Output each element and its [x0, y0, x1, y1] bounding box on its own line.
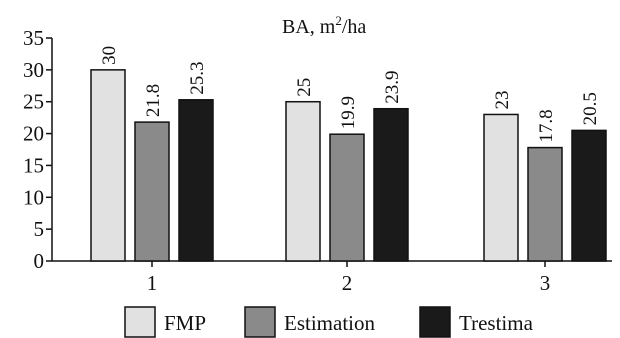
x-category-label: 1	[147, 271, 158, 295]
y-tick-label: 15	[23, 153, 44, 177]
bar-trestima-2	[373, 107, 409, 262]
bar-estimation-1	[134, 121, 170, 262]
legend-swatch-estimation	[244, 306, 276, 338]
legend-swatch-trestima	[419, 306, 451, 338]
legend-label-trestima: Trestima	[459, 311, 534, 335]
data-label: 23	[492, 90, 513, 109]
y-tick-label: 35	[23, 26, 44, 50]
bar-fmp-3	[483, 113, 519, 262]
bars-group	[90, 69, 607, 262]
y-tick-label: 0	[34, 249, 45, 273]
chart-title-tail: /ha	[342, 16, 367, 38]
y-tick-label: 5	[34, 217, 45, 241]
data-label: 17.8	[536, 109, 557, 142]
bar-trestima-1	[178, 99, 214, 262]
bar-fmp-2	[285, 100, 321, 262]
y-axis: 0 5 10 15 20 25 30 35	[23, 26, 53, 273]
data-label: 21.8	[143, 84, 164, 117]
bar-fmp-1	[90, 69, 126, 262]
chart-title: BA, m2/ha	[282, 13, 366, 38]
data-label: 25	[294, 78, 315, 97]
bar-estimation-2	[329, 133, 365, 262]
legend-label-estimation: Estimation	[284, 311, 375, 335]
legend-label-fmp: FMP	[164, 311, 206, 335]
legend-swatch-fmp	[124, 306, 156, 338]
x-category-label: 2	[342, 271, 353, 295]
data-label: 30	[99, 46, 120, 65]
chart-title-main: BA, m	[282, 16, 336, 38]
chart-title-superscript: 2	[335, 13, 342, 28]
data-label: 19.9	[338, 96, 359, 129]
y-tick-label: 10	[23, 185, 44, 209]
y-tick-label: 30	[23, 58, 44, 82]
data-labels-group: 30 21.8 25.3 25 19.9 23.9 23 17.8 20.5	[99, 46, 601, 143]
x-axis: 1 2 3	[52, 260, 612, 295]
x-category-label: 3	[540, 271, 551, 295]
data-label: 25.3	[187, 62, 208, 95]
data-label: 23.9	[382, 70, 403, 103]
bar-trestima-3	[571, 129, 607, 262]
data-label: 20.5	[580, 92, 601, 125]
legend: FMP Estimation Trestima	[124, 306, 534, 338]
y-tick-label: 20	[23, 122, 44, 146]
y-tick-label: 25	[23, 90, 44, 114]
bar-estimation-3	[527, 146, 563, 262]
